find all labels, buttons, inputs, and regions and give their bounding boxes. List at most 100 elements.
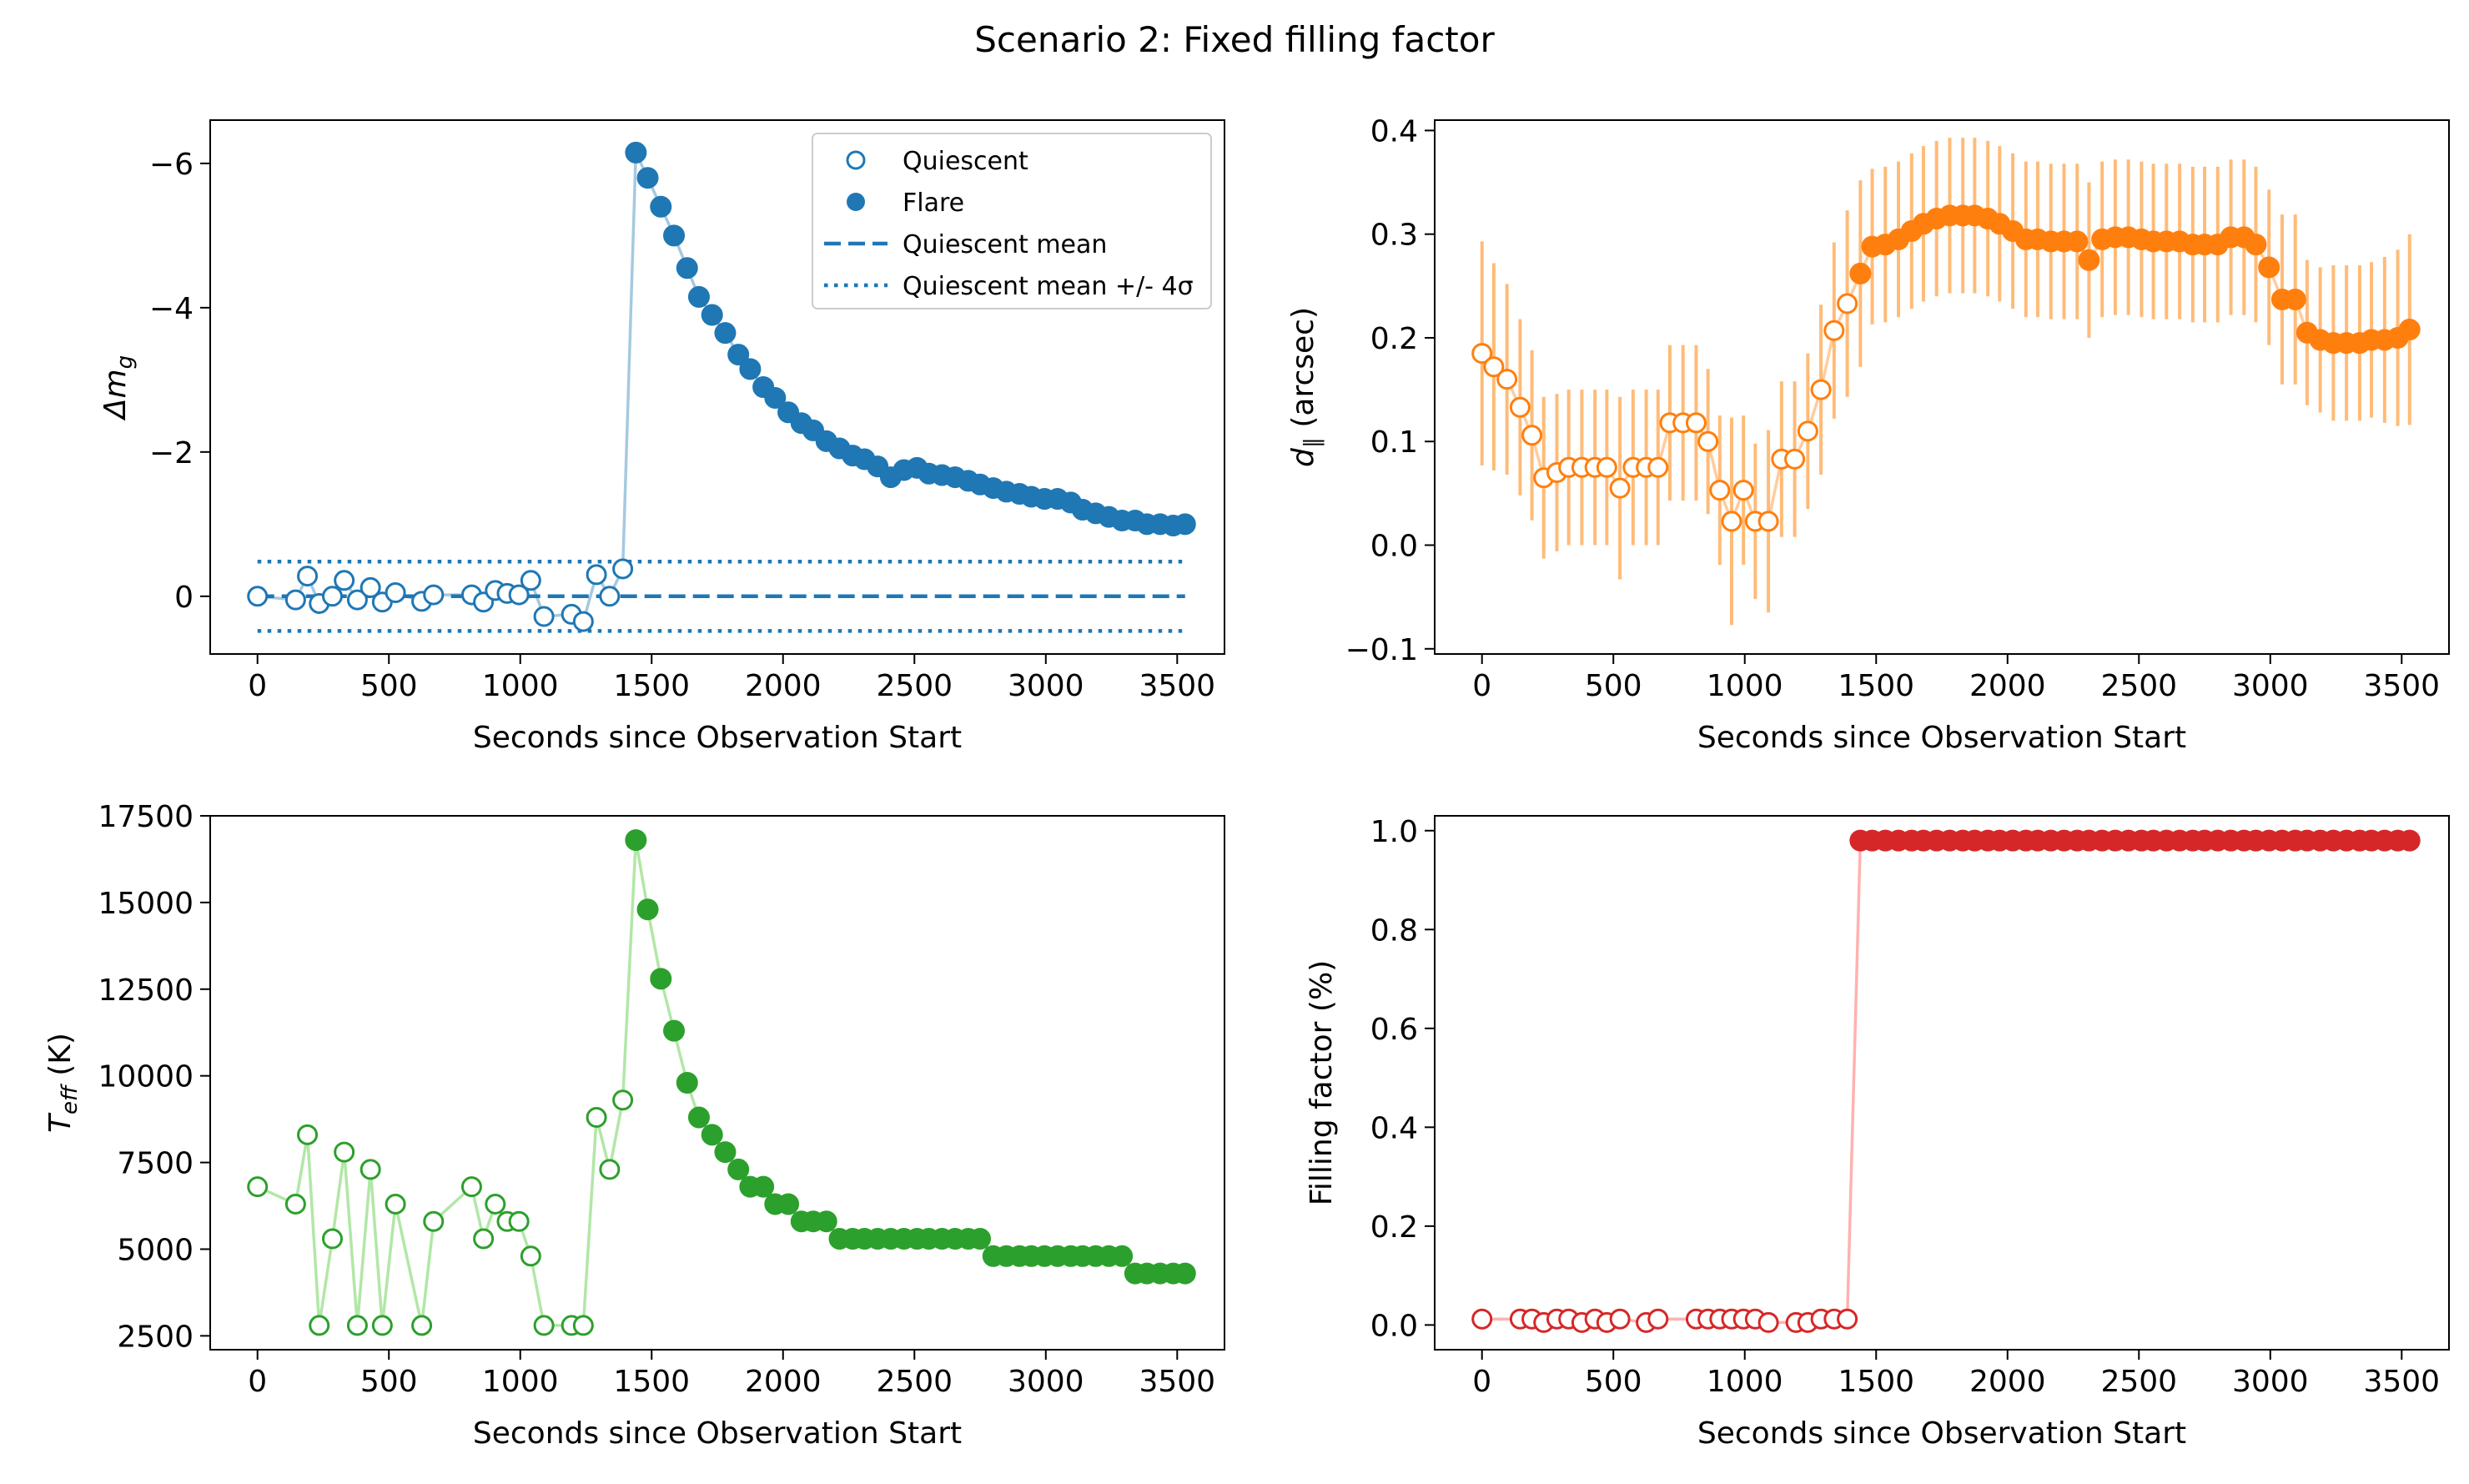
flare-point — [714, 1141, 737, 1164]
quiescent-point — [385, 1193, 406, 1215]
flare-point — [676, 257, 698, 279]
x-tick-label: 3000 — [1008, 1365, 1084, 1399]
quiescent-point — [247, 1176, 269, 1198]
x-tick-label: 1000 — [482, 669, 559, 703]
flare-point — [1849, 262, 1872, 284]
y-tick-label: −6 — [149, 148, 194, 182]
flare-point — [1111, 1245, 1134, 1267]
plot-area — [1471, 829, 2421, 1333]
quiescent-point — [1797, 420, 1818, 442]
quiescent-point — [1784, 448, 1806, 470]
legend-label-band: Quiescent mean +/- 4σ — [903, 272, 1194, 301]
x-tick-label: 2000 — [1969, 669, 2046, 703]
flare-point — [2258, 256, 2280, 279]
y-axis-label: Teff (K) — [43, 1033, 83, 1133]
plot-area — [247, 141, 1196, 633]
flare-point — [727, 1158, 750, 1180]
flare-point — [663, 224, 686, 247]
flare-point — [752, 1175, 775, 1198]
y-tick-label: 5000 — [117, 1233, 194, 1267]
y-axis-label-main: Filling factor (%) — [1305, 960, 1339, 1205]
y-axis-label-main: T — [43, 1112, 78, 1133]
quiescent-point — [1697, 430, 1719, 452]
quiescent-point — [599, 1159, 621, 1180]
quiescent-point — [572, 1315, 594, 1336]
quiescent-point — [334, 1141, 355, 1163]
quiescent-point — [360, 576, 381, 598]
quiescent-point — [247, 586, 269, 607]
y-tick-label: 0.0 — [1370, 1309, 1418, 1343]
quiescent-point — [520, 570, 541, 591]
x-tick-label: 3500 — [1139, 669, 1215, 703]
quiescent-point — [346, 1315, 368, 1336]
y-tick-label: −4 — [149, 292, 194, 326]
quiescent-point — [599, 586, 621, 607]
x-tick-label: 2500 — [876, 1365, 953, 1399]
figure-title: Scenario 2: Fixed filling factor — [974, 19, 1495, 60]
quiescent-point — [612, 1089, 634, 1111]
panel-bottom-right: 0 500 1000 1500 2000 2500 3000 3500 0.0 0.2 0.4 0.6… — [1305, 815, 2450, 1451]
flare-point — [636, 898, 659, 921]
quiescent-point — [284, 1193, 306, 1215]
quiescent-point — [1757, 1311, 1779, 1333]
legend-label-mean: Quiescent mean — [903, 230, 1107, 259]
y-tick-label: −2 — [149, 436, 194, 470]
legend: Quiescent Flare Quiescent mean Quiescent me… — [812, 133, 1212, 309]
x-tick-label: 3500 — [1139, 1365, 1215, 1399]
flare-point — [2078, 249, 2100, 271]
quiescent-point — [346, 589, 368, 611]
x-tick-label: 3500 — [2363, 669, 2440, 703]
quiescent-point — [1509, 396, 1531, 418]
y-tick-label: 12500 — [98, 973, 194, 1008]
y-axis-label-unit: (arcsec) — [1286, 307, 1320, 437]
y-tick-label: 0.6 — [1370, 1013, 1418, 1047]
y-axis-label-main: Δm — [98, 369, 133, 421]
quiescent-point — [423, 1210, 445, 1232]
y-tick-label: 0.0 — [1370, 530, 1418, 564]
x-tick-label: 2000 — [745, 1365, 822, 1399]
x-tick-label: 1500 — [1838, 1365, 1914, 1399]
flare-point — [687, 1106, 710, 1129]
quiescent-point — [321, 586, 343, 607]
axes-frame — [1434, 119, 2450, 655]
quiescent-point — [1496, 369, 1518, 390]
legend-quiescent-marker — [846, 150, 866, 170]
y-tick-label: 0.2 — [1370, 322, 1418, 356]
quiescent-point — [508, 584, 530, 606]
quiescent-point — [1837, 293, 1858, 314]
x-axis-label: Seconds since Observation Start — [473, 1416, 962, 1451]
axes-frame — [209, 119, 1225, 655]
flare-point — [2245, 234, 2267, 256]
quiescent-point — [334, 570, 355, 591]
quiescent-point — [1609, 477, 1631, 499]
x-tick-label: 500 — [360, 1365, 418, 1399]
x-tick-label: 1500 — [613, 669, 690, 703]
y-axis-label: d∥ (arcsec) — [1286, 307, 1325, 467]
quiescent-point — [360, 1159, 381, 1180]
quiescent-point — [1757, 511, 1779, 532]
y-tick-label: 15000 — [98, 887, 194, 921]
legend-label-flare: Flare — [903, 189, 964, 218]
panel-top-right: 0 500 1000 1500 2000 2500 3000 3500 −0.1 0.0 0.1 0.… — [1286, 114, 2450, 755]
x-tick-label: 3000 — [2232, 669, 2309, 703]
y-axis-label-subscript: g — [113, 355, 138, 370]
y-axis-label-unit: (K) — [43, 1033, 78, 1085]
flare-point — [650, 968, 672, 990]
flare-point — [1174, 513, 1196, 536]
x-tick-label: 1500 — [1838, 669, 1914, 703]
x-tick-label: 2500 — [2100, 669, 2177, 703]
quiescent-point — [460, 1176, 482, 1198]
y-axis-label-main: d — [1286, 447, 1320, 467]
flare-point — [1174, 1262, 1196, 1285]
y-tick-label: 2500 — [117, 1320, 194, 1354]
legend-flare-marker — [847, 193, 865, 211]
y-axis-label-subscript: ∥ — [1300, 437, 1325, 448]
x-tick-label: 500 — [360, 669, 418, 703]
y-tick-label: 0.4 — [1370, 114, 1418, 148]
x-tick-label: 2000 — [1969, 1365, 2046, 1399]
flare-point — [625, 829, 647, 852]
x-axis-label: Seconds since Observation Start — [1697, 721, 2186, 755]
quiescent-point — [1483, 356, 1505, 378]
